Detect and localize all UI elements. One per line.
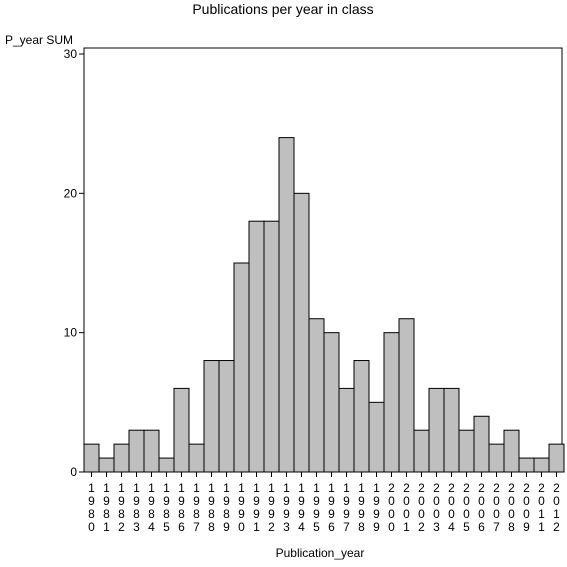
bar-1993 xyxy=(278,137,295,473)
bar-1980 xyxy=(83,443,100,473)
bar-1984 xyxy=(143,429,160,473)
bar-2005 xyxy=(458,429,475,473)
bar-2006 xyxy=(473,415,490,473)
bar-2008 xyxy=(503,429,520,473)
bar-1998 xyxy=(353,360,370,473)
bar-2004 xyxy=(443,387,460,473)
bar-1991 xyxy=(248,220,265,473)
bar-1986 xyxy=(173,387,190,473)
y-tick-label: 20 xyxy=(64,186,78,200)
x-axis: 1 9 8 0 1 9 8 1 1 9 8 2 1 9 8 3 1 9 8 4 1 9 8 5 1 9 8 6 1 9 8 7 1 9 8 8 1 9 8 9… xyxy=(88,472,560,534)
y-tick-label: 10 xyxy=(64,326,78,340)
bar-2003 xyxy=(428,387,445,473)
bar-2001 xyxy=(398,318,415,473)
bar-1985 xyxy=(158,457,175,473)
bar-1987 xyxy=(188,443,205,473)
bar-1999 xyxy=(368,401,385,473)
bar-1989 xyxy=(218,360,235,473)
bar-2012 xyxy=(548,443,565,473)
y-tick-label: 0 xyxy=(70,465,77,479)
bar-1988 xyxy=(203,360,220,473)
bar-1982 xyxy=(113,443,130,473)
bar-2002 xyxy=(413,429,430,473)
bar-1981 xyxy=(98,457,115,473)
bar-1992 xyxy=(263,220,280,473)
y-tick-label: 30 xyxy=(64,47,78,61)
bar-1990 xyxy=(233,262,250,473)
y-axis: 0 10 20 30 xyxy=(64,47,84,479)
bar-1995 xyxy=(308,318,325,473)
bars-group xyxy=(83,137,565,473)
bar-2007 xyxy=(488,443,505,473)
bar-1996 xyxy=(323,332,340,473)
bar-1994 xyxy=(293,192,310,473)
bar-2011 xyxy=(533,457,550,473)
bar-2000 xyxy=(383,332,400,473)
bar-1997 xyxy=(338,387,355,473)
bar-1983 xyxy=(128,429,145,473)
x-axis-label: Publication_year xyxy=(276,546,365,560)
chart-title: Publications per year in class xyxy=(192,1,373,17)
y-axis-label: P_year SUM xyxy=(5,33,73,47)
bar-2009 xyxy=(518,457,535,473)
